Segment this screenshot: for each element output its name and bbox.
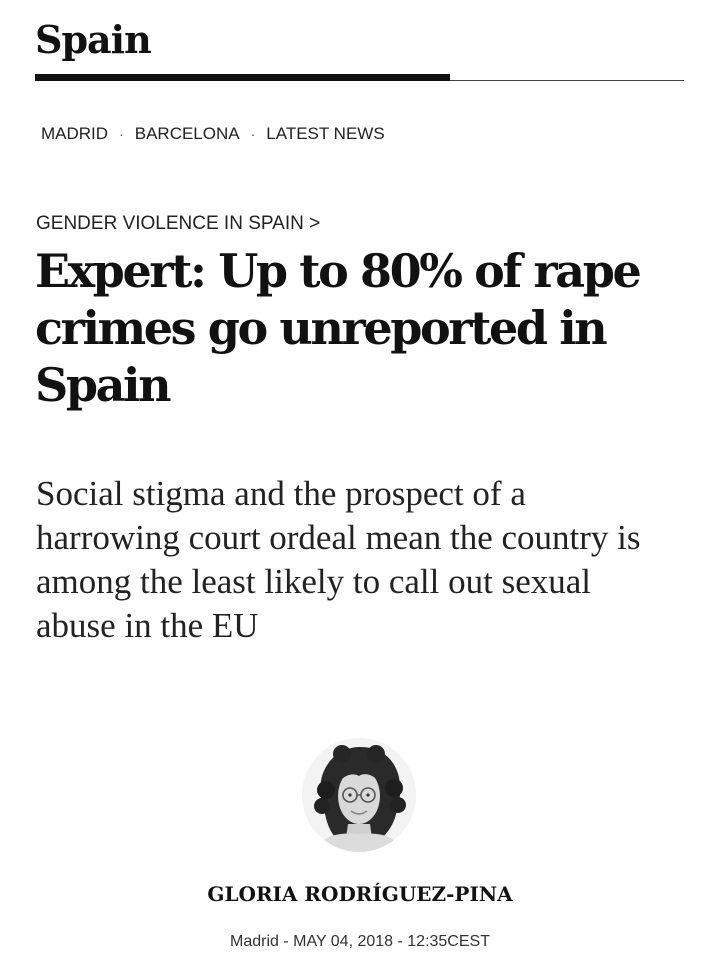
- article-subtitle: Social stigma and the prospect of a harr…: [36, 474, 641, 645]
- dateline-date: MAY 04, 2018: [293, 933, 394, 950]
- subnav-link-barcelona[interactable]: BARCELONA: [134, 124, 240, 143]
- author-avatar[interactable]: [302, 738, 416, 852]
- subnav-link-madrid[interactable]: MADRID: [41, 124, 109, 143]
- article-dateline: Madrid - MAY 04, 2018 - 12:35CEST: [0, 931, 720, 953]
- section-title[interactable]: Spain: [35, 17, 152, 62]
- author-portrait-image: [302, 738, 416, 852]
- dateline-separator: -: [393, 933, 408, 950]
- dateline-time: 12:35CEST: [407, 933, 490, 950]
- subnav-separator: ·: [250, 126, 256, 142]
- dateline-location: Madrid: [230, 933, 279, 950]
- section-rule-thin: [450, 80, 684, 81]
- author-name-link[interactable]: GLORIA RODRÍGUEZ-PINA: [207, 882, 513, 906]
- subnav-link-latest-news[interactable]: LATEST NEWS: [266, 124, 385, 143]
- subnav-separator: ·: [119, 126, 124, 142]
- section-subnav: MADRID · BARCELONA · LATEST NEWS: [41, 124, 385, 144]
- dateline-separator: -: [278, 933, 294, 950]
- section-rule-thick: [35, 74, 450, 81]
- topic-kicker-link[interactable]: GENDER VIOLENCE IN SPAIN >: [36, 213, 321, 234]
- article-headline: Expert: Up to 80% of rape crimes go unre…: [35, 244, 642, 412]
